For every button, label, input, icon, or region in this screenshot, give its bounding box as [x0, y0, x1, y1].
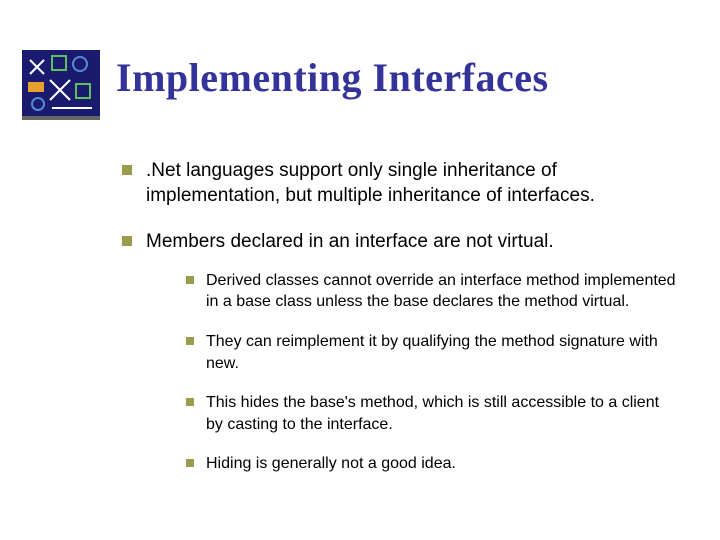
bullet-text: Hiding is generally not a good idea. [206, 455, 456, 472]
bullet-list-level1: .Net languages support only single inher… [120, 158, 680, 475]
logo-shadow [22, 116, 100, 120]
bullet-level1: .Net languages support only single inher… [120, 158, 680, 209]
logo-rect-1 [28, 82, 44, 92]
logo [22, 50, 100, 120]
slide-body: .Net languages support only single inher… [120, 158, 680, 495]
slide-title: Implementing Interfaces [116, 54, 549, 101]
bullet-text: They can reimplement it by qualifying th… [206, 333, 658, 372]
bullet-text: Derived classes cannot override an inter… [206, 272, 676, 311]
bullet-level2: They can reimplement it by qualifying th… [184, 331, 680, 374]
bullet-level2: Derived classes cannot override an inter… [184, 270, 680, 313]
bullet-text: This hides the base's method, which is s… [206, 394, 659, 433]
bullet-list-level2: Derived classes cannot override an inter… [146, 270, 680, 475]
bullet-level2: This hides the base's method, which is s… [184, 392, 680, 435]
slide: Implementing Interfaces .Net languages s… [0, 0, 720, 540]
bullet-level2: Hiding is generally not a good idea. [184, 453, 680, 475]
bullet-level1: Members declared in an interface are not… [120, 229, 680, 475]
bullet-text: .Net languages support only single inher… [146, 160, 595, 206]
bullet-text: Members declared in an interface are not… [146, 231, 554, 252]
logo-svg [22, 50, 100, 120]
